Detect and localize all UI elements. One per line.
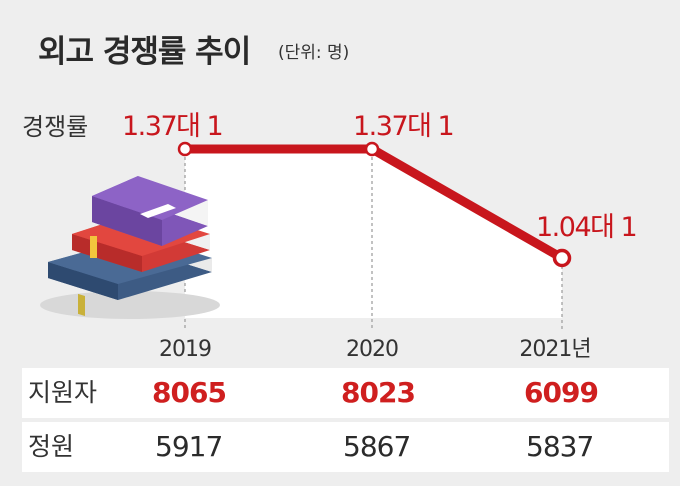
value-label-1: 1.37대 1 [353, 111, 453, 142]
x-tick-label-1: 2020 [346, 337, 398, 362]
table-row-applicants: 지원자 8065 8023 6099 [22, 368, 669, 418]
x-tick-label-0: 2019 [159, 337, 211, 362]
table-row-quota: 정원 5917 5867 5837 [22, 422, 669, 472]
quota-2021: 5837 [526, 430, 594, 463]
row-label-applicants: 지원자 [28, 378, 98, 407]
applicants-2020: 8023 [341, 376, 416, 409]
value-label-0: 1.37대 1 [122, 111, 222, 142]
data-point-0 [177, 141, 193, 157]
x-tick-label-2: 2021년 [519, 337, 590, 362]
quota-2020: 5867 [343, 430, 411, 463]
books-illustration [40, 176, 220, 319]
data-point-1 [364, 141, 380, 157]
row-label-quota: 정원 [28, 432, 75, 461]
series-name-label: 경쟁률 [22, 113, 88, 141]
plot-area [185, 149, 562, 318]
chart-title: 외고 경쟁률 추이 [38, 34, 251, 70]
value-label-2: 1.04대 1 [536, 212, 636, 243]
line-chart: 1.37대 1 1.37대 1 1.04대 1 2019 2020 2021년 경쟁률 [22, 111, 638, 362]
applicants-2021: 6099 [524, 376, 599, 409]
unit-label: (단위: 명) [278, 43, 350, 63]
applicants-2019: 8065 [152, 376, 227, 409]
quota-2019: 5917 [155, 430, 223, 463]
data-point-2 [552, 248, 572, 268]
